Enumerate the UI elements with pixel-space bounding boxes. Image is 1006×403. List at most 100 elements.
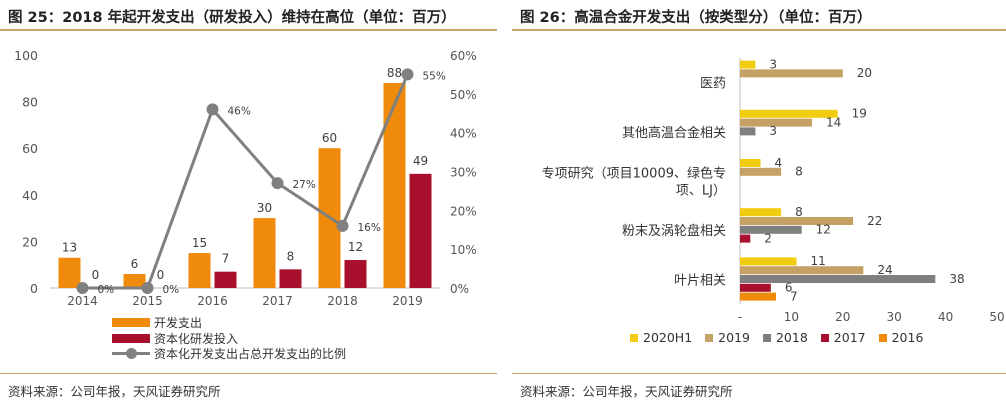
ratio-label: 0% (98, 284, 115, 296)
bar-label-2018: 12 (816, 223, 831, 237)
bar-2018 (740, 225, 802, 234)
y2-tick-label: 10% (450, 243, 477, 257)
figure-26-chart: - 10 20 30 40 50 医药 3 20 其他高温合金相关 19 14 3 专项研究（项目1000… (542, 57, 1005, 324)
category-label: 粉末及涡轮盘相关 (622, 223, 726, 239)
figure-25-title: 图 25：2018 年起开发支出（研发投入）维持在高位（单位：百万） (8, 10, 456, 26)
x-tick-label: 2016 (197, 294, 228, 308)
bar-label-2020H1: 4 (775, 156, 783, 170)
bar-label-2017: 2 (764, 231, 772, 245)
bar-2019 (740, 167, 782, 176)
bar-dev (383, 82, 406, 289)
bar-label-2019: 24 (877, 263, 892, 277)
bar-dev (188, 253, 211, 288)
legend-swatch (762, 333, 771, 342)
source-note: 资料来源：公司年报，天风证券研究所 (520, 384, 733, 399)
bar-label-dev: 6 (131, 257, 139, 271)
bar-label-2019: 14 (826, 115, 841, 129)
bar-label-2020H1: 3 (769, 57, 777, 71)
bar-dev (58, 257, 81, 288)
y-tick-label: 60 (22, 141, 38, 156)
x-tick-label: 2019 (392, 294, 423, 308)
bar-2017 (740, 283, 771, 292)
x-tick-label: 20 (835, 310, 850, 324)
bar-label-2020H1: 19 (852, 107, 867, 121)
bar-label-cap: 0 (157, 268, 165, 282)
legend-item-ratio: 资本化开发支出占总开发支出的比例 (112, 345, 346, 362)
figure-26-panel: 图 26：高温合金开发支出（按类型分）（单位：百万） - 10 20 30 40 50 医药… (512, 0, 1006, 403)
ratio-label: 55% (423, 70, 446, 82)
y2-tick-label: 30% (450, 166, 477, 180)
legend-swatch (878, 333, 887, 342)
x-tick-label: 2015 (132, 294, 163, 308)
bar-cap (279, 269, 302, 288)
bar-cap (409, 173, 432, 288)
legend-label: 2019 (718, 330, 750, 345)
legend-item-2016: 2016 (878, 330, 924, 345)
bar-2020H1 (740, 159, 761, 167)
x-tick-label: 2017 (262, 294, 293, 308)
category-label: 其他高温合金相关 (622, 125, 726, 141)
bar-cap (344, 260, 367, 288)
x-tick-label: 50 (989, 310, 1004, 324)
y2-tick-label: 50% (450, 88, 477, 102)
y-tick-label: 80 (22, 95, 38, 110)
legend-swatch-dev (112, 318, 150, 327)
bar-2020H1 (740, 208, 782, 217)
legend-swatch (630, 333, 638, 342)
legend-label: 2020H1 (643, 330, 693, 345)
legend-item-2020H1: 2020H1 (630, 330, 692, 345)
bar-label-2020H1: 8 (795, 205, 803, 219)
bar-dev (123, 274, 146, 288)
legend-label-cap: 资本化研发投入 (154, 332, 239, 346)
legend-item-2018: 2018 (762, 330, 808, 345)
x-tick-label: 10 (784, 310, 799, 324)
category-label: 项、LJ） (676, 184, 726, 199)
bar-label-dev: 30 (257, 201, 272, 215)
legend-label-dev: 开发支出 (154, 316, 203, 330)
figure-25-chart: 0204060801000%10%20%30%40%50%60%20141302… (14, 48, 477, 308)
legend-label: 2017 (833, 330, 866, 345)
bar-label-cap: 7 (222, 252, 230, 266)
category-label: 医药 (700, 77, 726, 92)
bar-2018 (740, 127, 756, 136)
ratio-point (206, 103, 219, 116)
legend-label: 2016 (891, 330, 924, 345)
ratio-label: 46% (228, 105, 251, 117)
category-label: 叶片相关 (674, 273, 726, 288)
x-tick-label: 2018 (327, 294, 358, 308)
bar-label-cap: 0 (92, 268, 100, 282)
bar-label-dev: 88 (387, 66, 402, 80)
ratio-point (141, 282, 154, 294)
figure-25-panel: 图 25：2018 年起开发支出（研发投入）维持在高位（单位：百万） 0 20 40… (0, 0, 497, 403)
ratio-line (82, 73, 409, 290)
bar-label-2019: 22 (867, 214, 882, 228)
source-divider (0, 373, 497, 374)
title-divider (0, 29, 497, 31)
ratio-point (76, 282, 89, 294)
bar-label-2019: 20 (857, 66, 872, 80)
legend-item-dev: 开发支出 (112, 314, 202, 331)
bar-label-dev: 13 (62, 241, 77, 255)
y-tick-label: 40 (22, 188, 38, 203)
bar-label-2020H1: 11 (811, 254, 826, 268)
y-tick-label: 100 (14, 48, 38, 63)
y2-tick-label: 60% (450, 49, 477, 63)
y-tick-label: 20 (22, 234, 38, 249)
legend-swatch-ratio (112, 348, 150, 359)
bar-2019 (740, 266, 864, 275)
legend-item-2017: 2017 (820, 330, 866, 345)
figure-26-title: 图 26：高温合金开发支出（按类型分）（单位：百万） (520, 10, 872, 26)
legend-label: 2018 (775, 330, 808, 345)
x-tick-label: 40 (938, 310, 953, 324)
bar-label-2019: 8 (795, 165, 803, 179)
legend-label-ratio: 资本化开发支出占总开发支出的比例 (154, 347, 347, 361)
y2-tick-label: 20% (450, 204, 477, 218)
bar-2016 (740, 292, 776, 301)
bar-label-2017: 6 (785, 281, 793, 295)
category-label: 专项研究（项目10009、绿色专 (542, 166, 726, 182)
figure-26-legend: 2020H1 2019 2018 2017 2016 (630, 330, 923, 345)
bar-label-dev: 60 (322, 131, 337, 145)
legend-swatch (820, 333, 829, 342)
bar-dev (253, 218, 276, 288)
bar-2020H1 (740, 257, 797, 266)
